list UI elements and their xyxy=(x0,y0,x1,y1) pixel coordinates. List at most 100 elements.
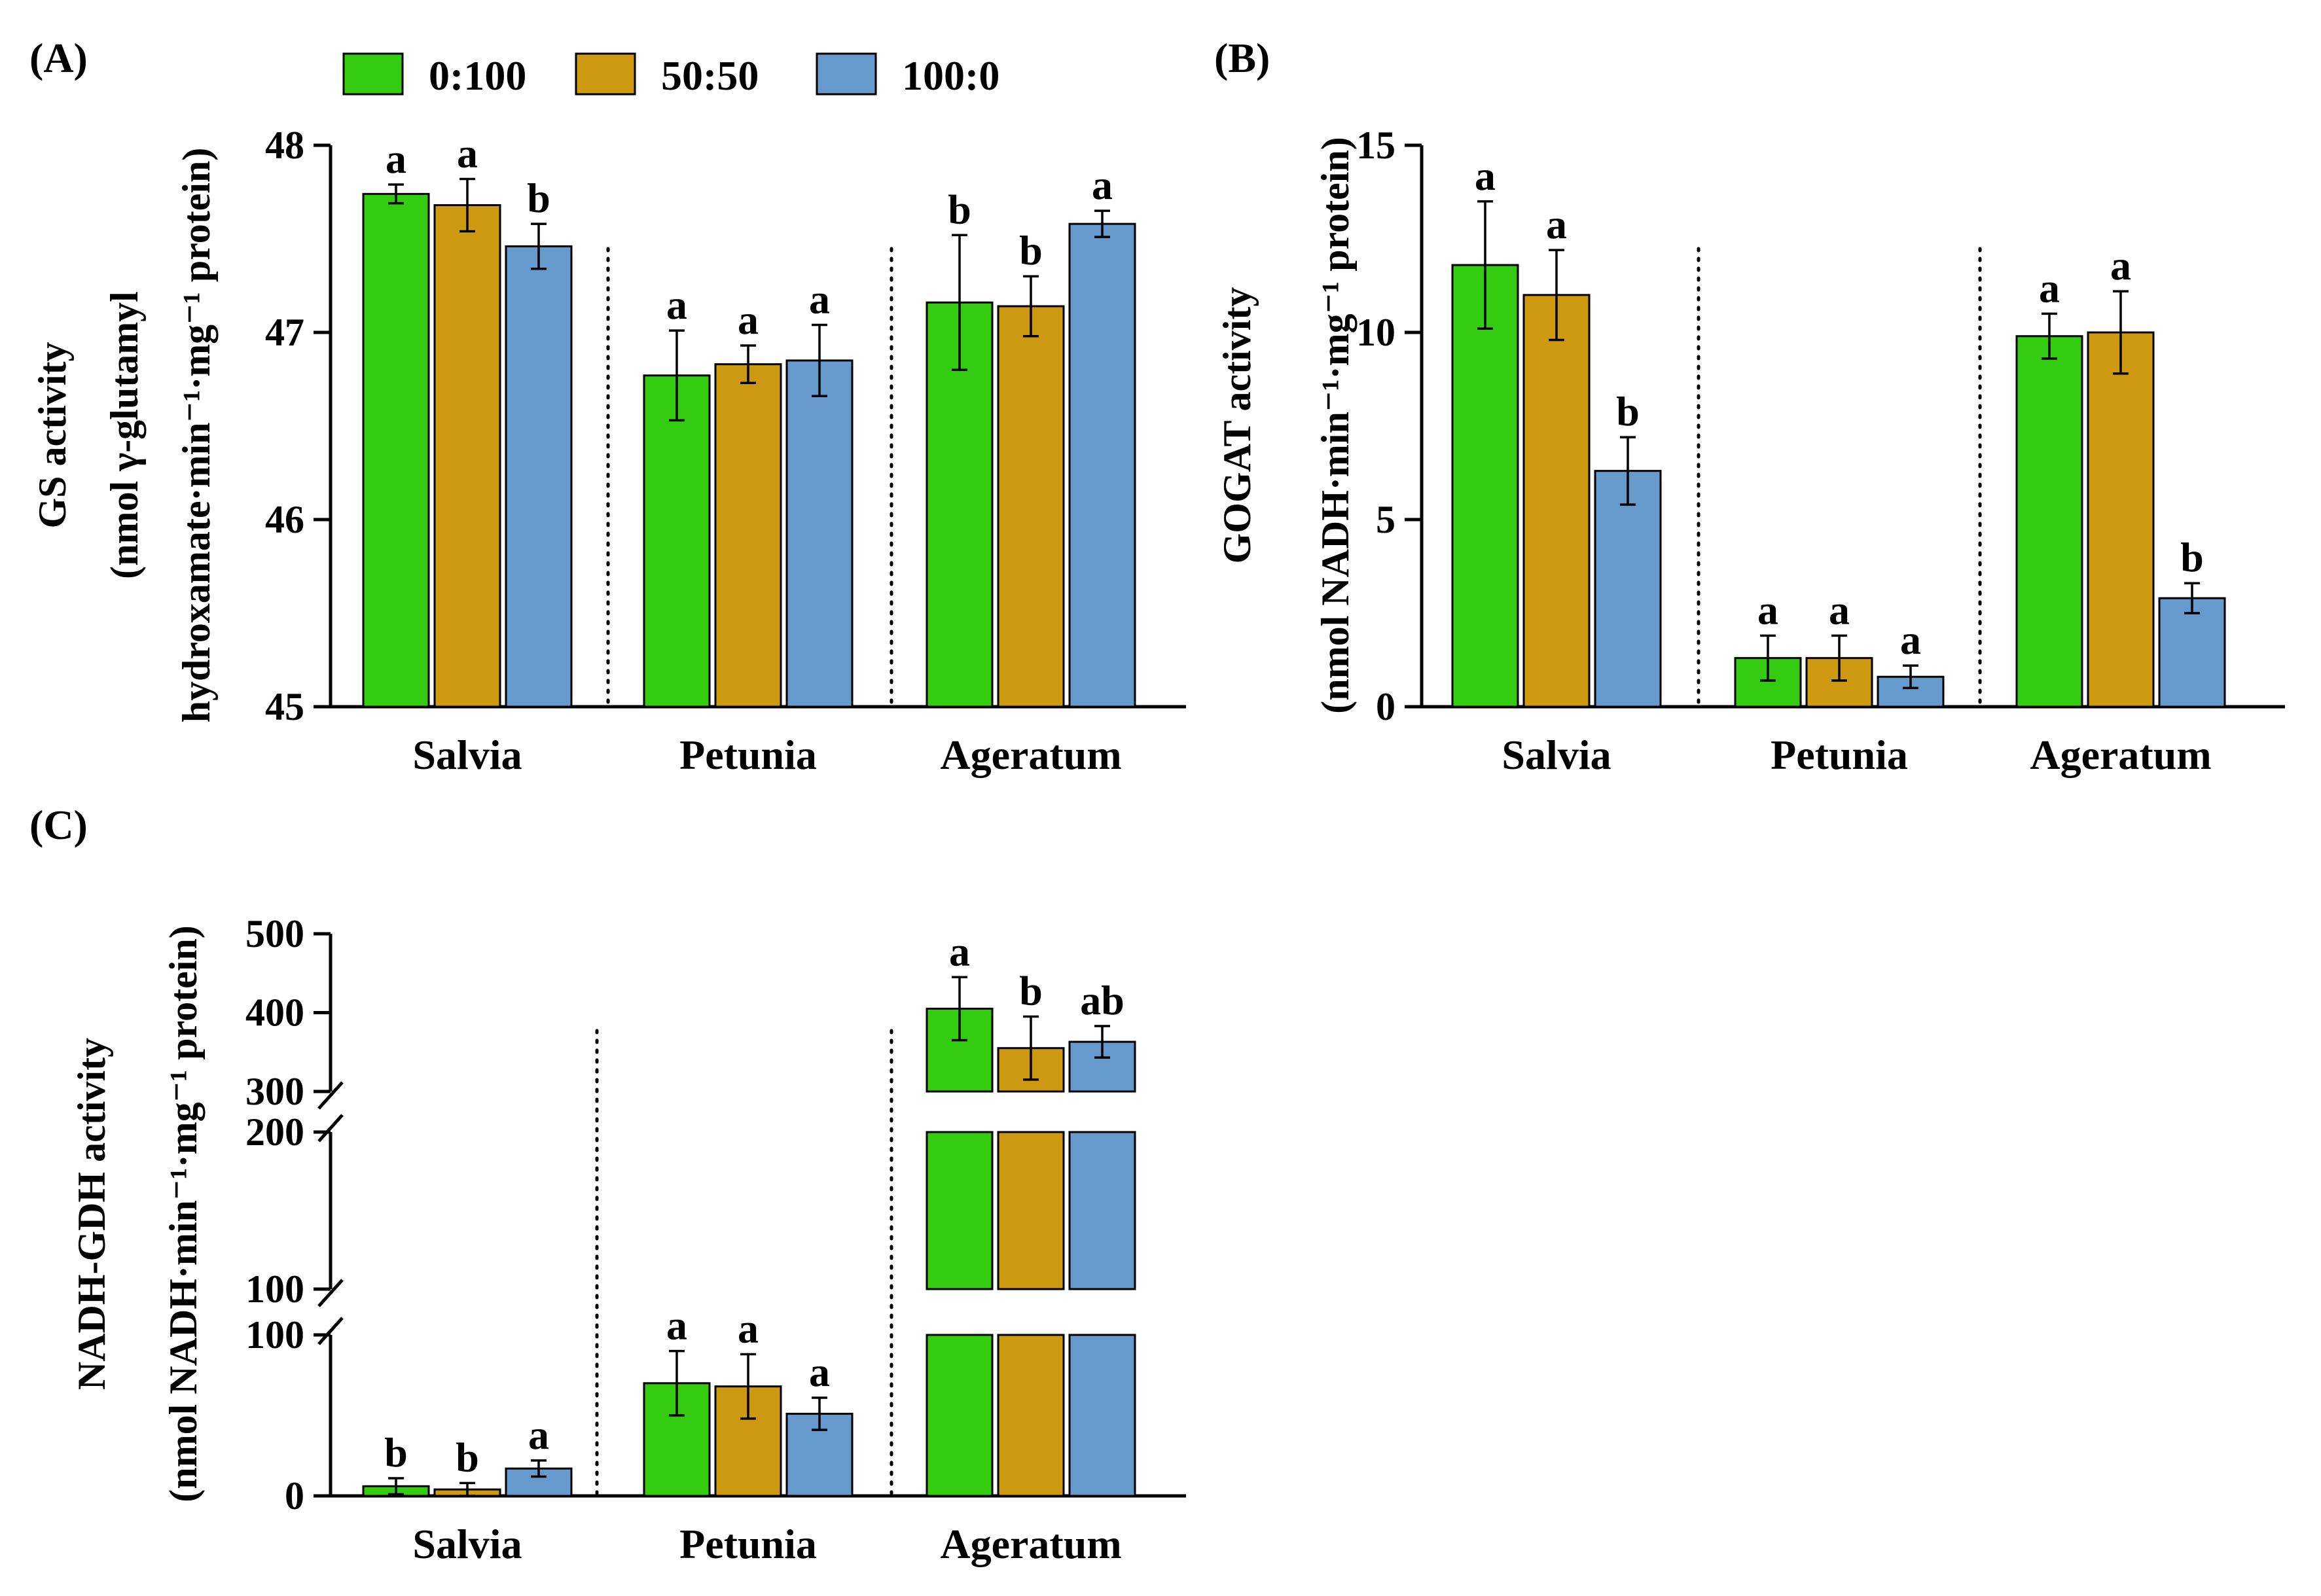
panel-b-bar-ageratum-0-100 xyxy=(2015,335,2083,708)
panel-a-significance-letter: a xyxy=(738,296,759,343)
panel-c-bar-ageratum-100-0 xyxy=(1068,1040,1136,1497)
panel-c-significance-letter: a xyxy=(666,1302,687,1349)
panel-b-significance-letter: a xyxy=(1475,152,1496,199)
panel-c-bar-ageratum-100-0-segment xyxy=(1068,1334,1136,1497)
panel-b-significance-letter: a xyxy=(1829,586,1850,633)
panel-c-axis-break-mark xyxy=(317,1279,344,1307)
panel-b-significance-letter: a xyxy=(2110,242,2131,289)
panel-c-bar-petunia-50-50-segment xyxy=(714,1385,782,1497)
panel-a-ylabel-line-3: hydroxamate·min⁻¹·mg⁻¹ protein) xyxy=(175,148,218,723)
panel-a-significance-letter: b xyxy=(1019,227,1043,274)
panel-c-bar-ageratum-0-100 xyxy=(926,1007,994,1497)
panel-a-x-ticks: Salvia Petunia Ageratum xyxy=(412,732,1121,778)
panel-a-y-tick-label: 45 xyxy=(265,685,304,728)
panel-c-bar-ageratum-100-0-segment xyxy=(1068,1131,1136,1290)
panel-c-y-tick-label: 200 xyxy=(245,1110,304,1154)
panel-a-bar-petunia-50-50 xyxy=(714,363,782,708)
legend-swatch-100-0 xyxy=(816,52,877,96)
panel-a-significance-letter: a xyxy=(809,276,830,323)
panel-b-x-tick-label: Ageratum xyxy=(2030,732,2211,778)
legend-label-0-100: 0:100 xyxy=(429,52,526,99)
panel-a-bar-ageratum-50-50 xyxy=(997,305,1065,708)
panel-b: (B) GOGAT activity (nmol NADH·min⁻¹·mg⁻¹… xyxy=(1214,35,2285,778)
panel-b-ylabel: GOGAT activity (nmol NADH·min⁻¹·mg⁻¹ pro… xyxy=(1215,137,1357,714)
panel-a-bar-salvia-0-100 xyxy=(362,192,430,708)
panel-b-bar-ageratum-50-50 xyxy=(2087,331,2155,708)
panel-b-x-tick-label: Petunia xyxy=(1771,732,1908,778)
panel-c-y-tick-label: 100 xyxy=(245,1268,304,1311)
panel-c-significance-letter: ab xyxy=(1080,977,1125,1023)
panel-c-bar-ageratum-0-100-segment xyxy=(926,1131,994,1290)
panel-c-x-tick-label: Petunia xyxy=(679,1521,817,1567)
panel-a-y-tick-label: 48 xyxy=(265,124,304,167)
panel-c-label: (C) xyxy=(29,802,88,848)
panel-a-label: (A) xyxy=(29,35,88,81)
legend: 0:100 50:50 100:0 xyxy=(342,52,999,99)
panel-b-y-tick-label: 0 xyxy=(1376,685,1395,728)
panel-a-ylabel-line-1: GS activity xyxy=(31,342,74,529)
panel-a-x-tick-label: Salvia xyxy=(412,732,522,778)
legend-label-50-50: 50:50 xyxy=(661,52,759,99)
panel-c-axis-break-mark xyxy=(317,1081,344,1110)
panel-a-y-ticks: 45 46 47 48 xyxy=(265,124,331,728)
panel-c: (C) NADH-GDH activity (nmol NADH·min⁻¹·m… xyxy=(29,802,1186,1567)
panel-a-significance-letter: b xyxy=(948,186,971,232)
panel-b-bar-salvia-0-100 xyxy=(1451,264,1519,708)
panel-a-significance-letter: b xyxy=(527,175,550,221)
panel-c-ylabel-line-2: (nmol NADH·min⁻¹·mg⁻¹ protein) xyxy=(162,925,205,1502)
panel-c-y-tick-label: 300 xyxy=(245,1070,304,1113)
panel-a-y-tick-label: 47 xyxy=(265,311,304,354)
panel-a-significance-letter: a xyxy=(457,130,478,176)
panel-c-significance-letter: a xyxy=(809,1349,830,1395)
panel-c-y-tick-label: 0 xyxy=(285,1474,304,1517)
panel-a: (A) GS activity (nmol γ-glutamyl hydroxa… xyxy=(29,35,1186,778)
panel-b-bar-salvia-50-50 xyxy=(1522,294,1591,708)
legend-label-100-0: 100:0 xyxy=(902,52,999,99)
panel-a-bars: a a b a a a b b a xyxy=(362,130,1136,708)
panel-c-y-tick-label: 500 xyxy=(245,912,304,955)
panel-a-x-tick-label: Ageratum xyxy=(940,732,1121,778)
panel-b-y-tick-label: 5 xyxy=(1376,498,1395,541)
panel-a-x-tick-label: Petunia xyxy=(679,732,817,778)
panel-b-x-tick-label: Salvia xyxy=(1502,732,1611,778)
panel-c-y-tick-label: 400 xyxy=(245,991,304,1035)
panel-c-significance-letter: a xyxy=(949,928,970,974)
panel-a-bar-salvia-100-0 xyxy=(505,245,573,708)
panel-b-significance-letter: a xyxy=(1757,586,1778,633)
panel-c-bar-ageratum-50-50-segment xyxy=(997,1334,1065,1497)
legend-swatch-0-100 xyxy=(342,52,404,96)
panel-c-x-ticks: Salvia Petunia Ageratum xyxy=(412,1521,1121,1567)
panel-c-axis-break-mark xyxy=(317,1317,344,1345)
panel-b-bar-ageratum-100-0 xyxy=(2158,597,2226,708)
panel-c-axis-break-mark xyxy=(317,1114,344,1143)
panel-a-bar-petunia-0-100 xyxy=(643,374,711,708)
panel-a-significance-letter: a xyxy=(666,281,687,328)
panel-c-significance-letter: a xyxy=(528,1411,549,1458)
panel-c-x-tick-label: Ageratum xyxy=(940,1521,1121,1567)
panel-b-ylabel-line-1: GOGAT activity xyxy=(1215,287,1259,564)
panel-b-x-ticks: Salvia Petunia Ageratum xyxy=(1502,732,2211,778)
panel-b-significance-letter: a xyxy=(1900,616,1921,663)
panel-c-bar-ageratum-50-50 xyxy=(997,1047,1065,1497)
panel-a-bar-salvia-50-50 xyxy=(433,204,501,708)
panel-b-y-tick-label: 10 xyxy=(1356,311,1395,354)
panel-b-y-tick-label: 15 xyxy=(1356,124,1395,167)
panel-a-bar-ageratum-100-0 xyxy=(1068,222,1136,708)
panel-b-significance-letter: b xyxy=(2180,534,2204,580)
panel-c-ylabel-line-1: NADH-GDH activity xyxy=(70,1038,113,1390)
panel-c-y-tick-label: 100 xyxy=(245,1313,304,1357)
panel-a-bar-petunia-100-0 xyxy=(785,359,854,708)
panel-b-y-ticks: 0 5 10 15 xyxy=(1356,124,1422,728)
panel-c-significance-letter: a xyxy=(738,1305,759,1352)
panel-b-significance-letter: a xyxy=(2039,264,2060,311)
panel-c-significance-letter: b xyxy=(384,1429,408,1476)
legend-swatch-50-50 xyxy=(575,52,636,96)
panel-a-significance-letter: a xyxy=(386,135,406,182)
panel-a-ylabel: GS activity (nmol γ-glutamyl hydroxamate… xyxy=(31,148,218,723)
panel-b-bars: a a b a a a a a b xyxy=(1451,152,2226,708)
panel-a-significance-letter: a xyxy=(1092,162,1113,208)
panel-c-bar-ageratum-0-100-segment xyxy=(926,1334,994,1497)
